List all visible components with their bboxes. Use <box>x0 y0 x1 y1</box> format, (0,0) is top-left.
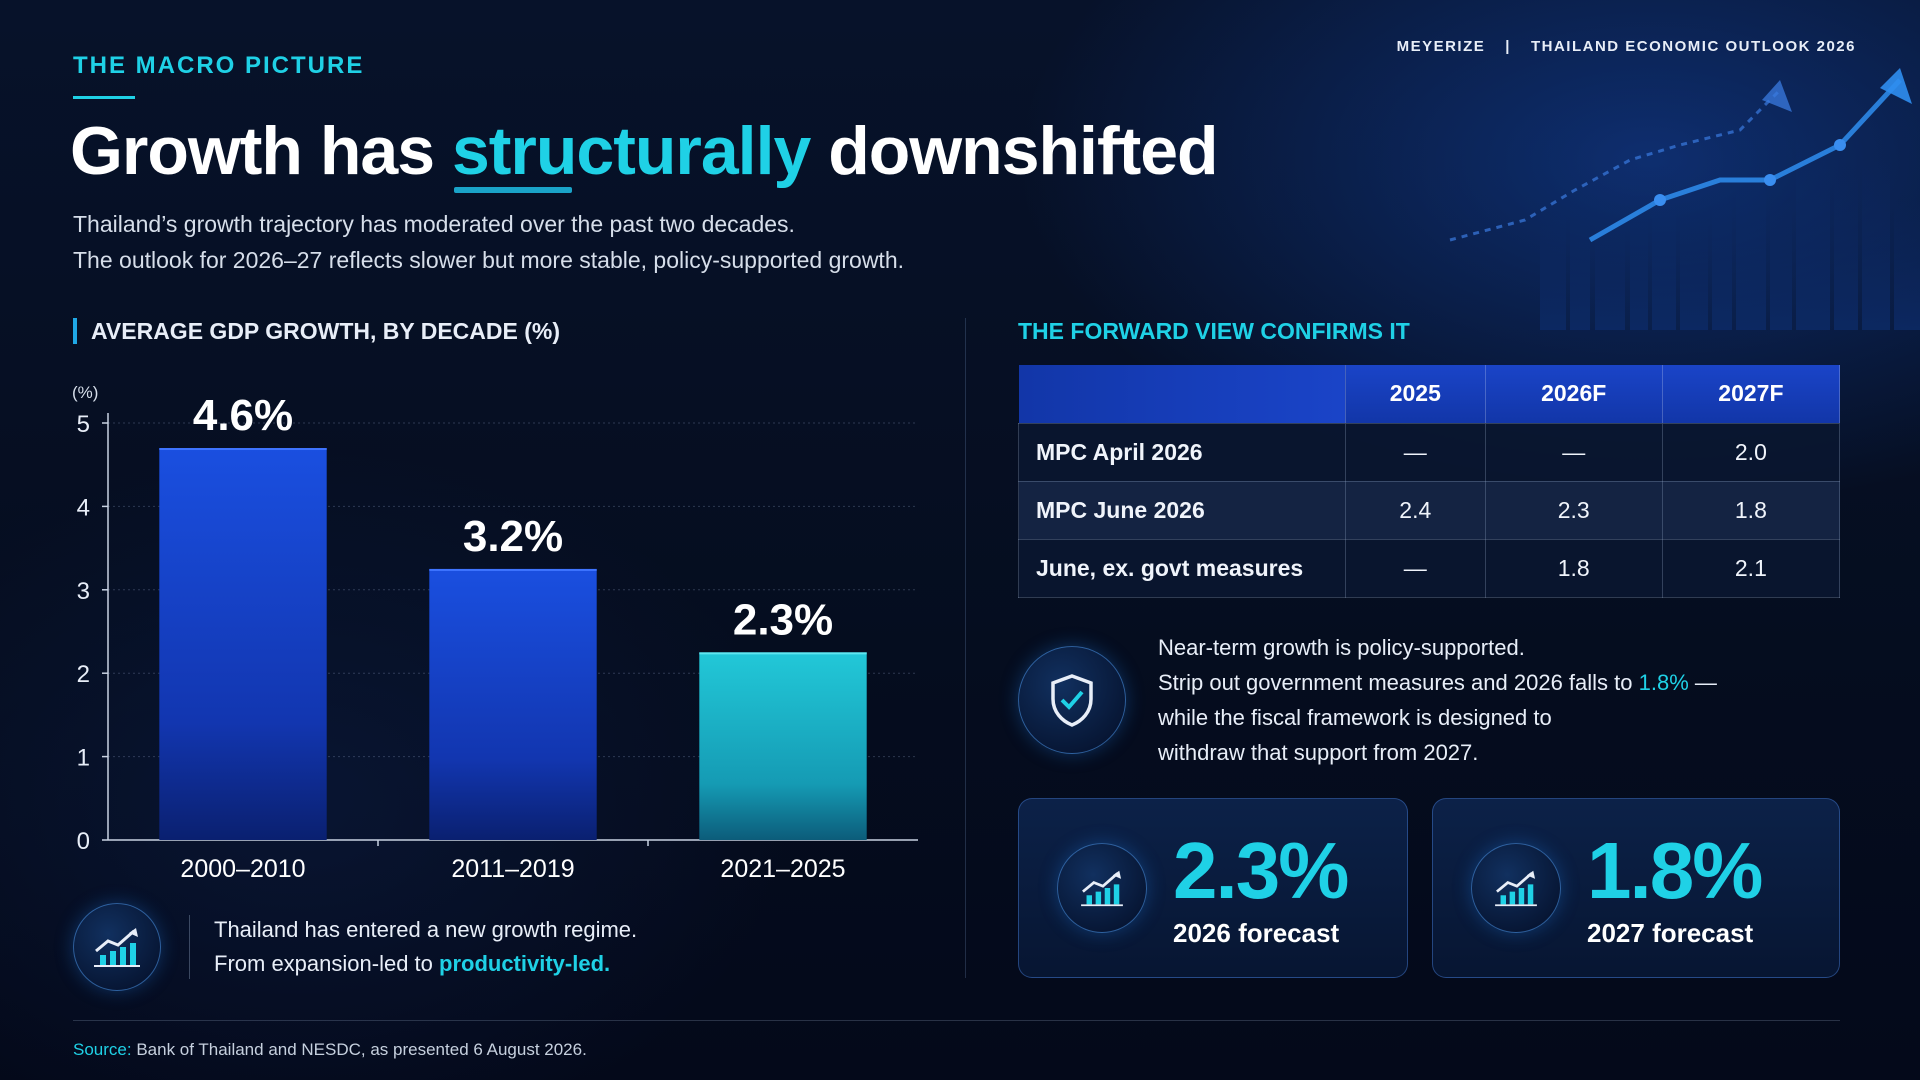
source-label: Source: <box>73 1040 132 1059</box>
bar-value-label: 2.3% <box>733 595 833 644</box>
forecast-table: 2025 2026F 2027F MPC April 2026 — — 2.0 … <box>1018 365 1841 598</box>
row-label: MPC April 2026 <box>1018 422 1346 482</box>
page-subtitle: Thailand’s growth trajectory has moderat… <box>73 206 1073 278</box>
subtitle-line-1: Thailand’s growth trajectory has moderat… <box>73 211 795 237</box>
forward-view-title: THE FORWARD VIEW CONFIRMS IT <box>1018 318 1410 344</box>
table-cell: 1.8 <box>1661 480 1841 540</box>
table-row: MPC April 2026 — — 2.0 <box>1018 422 1841 482</box>
bar-top-edge <box>699 652 867 655</box>
bar-2011–2019 <box>429 568 597 840</box>
table-header-blank <box>1018 365 1346 423</box>
policy-accent-value: 1.8% <box>1638 670 1689 695</box>
policy-line-3: while the fiscal framework is designed t… <box>1158 705 1552 730</box>
table-cell: 2.0 <box>1661 422 1841 482</box>
bar-value-label: 3.2% <box>463 512 563 561</box>
policy-text: Near-term growth is policy-supported. St… <box>1158 630 1717 770</box>
row-label: June, ex. govt measures <box>1018 538 1346 598</box>
report-title: THAILAND ECONOMIC OUTLOOK 2026 <box>1530 38 1856 55</box>
y-tick-label: 4 <box>77 494 90 521</box>
policy-line-2-suffix: — <box>1688 670 1717 695</box>
table-row: June, ex. govt measures — 1.8 2.1 <box>1018 538 1841 598</box>
bar-value-label: 4.6% <box>193 391 293 440</box>
y-tick-label: 5 <box>77 411 90 438</box>
policy-line-2-prefix: Strip out government measures and 2026 f… <box>1158 670 1639 695</box>
growth-chart-icon <box>1057 843 1147 933</box>
table-cell: — <box>1345 538 1486 598</box>
chart-title: AVERAGE GDP GROWTH, BY DECADE (%) <box>73 318 560 344</box>
table-cell: 2.3 <box>1484 480 1663 540</box>
policy-line-4: withdraw that support from 2027. <box>1158 740 1479 765</box>
table-cell: 2.4 <box>1345 480 1486 540</box>
table-cell: — <box>1345 422 1486 482</box>
regime-line-2: From expansion-led to productivity-led. <box>214 947 637 981</box>
y-axis-unit: (%) <box>72 383 98 402</box>
forecast-value: 2.3% <box>1173 825 1349 915</box>
regime-line-2-prefix: From expansion-led to <box>214 951 439 976</box>
column-divider <box>965 318 966 978</box>
regime-accent: productivity-led. <box>439 951 611 976</box>
title-after: downshifted <box>810 113 1218 189</box>
y-tick-label: 3 <box>77 578 90 605</box>
y-tick-label: 0 <box>77 828 90 855</box>
gdp-bar-chart: (%) 0 1 2 3 4 5 4.6% 2000–2010 3.2% 2011–2019 2.3… <box>72 383 918 883</box>
bar-2000–2010 <box>159 448 327 840</box>
section-eyebrow: THE MACRO PICTURE <box>73 52 365 79</box>
bar-2021–2025 <box>699 652 867 840</box>
forecast-value: 1.8% <box>1587 825 1763 915</box>
table-row: MPC June 2026 2.4 2.3 1.8 <box>1018 480 1841 540</box>
regime-separator <box>189 915 190 979</box>
title-before: Growth has <box>70 113 452 189</box>
eyebrow-underline <box>73 96 135 99</box>
policy-line-2: Strip out government measures and 2026 f… <box>1158 665 1717 700</box>
policy-note: Near-term growth is policy-supported. St… <box>1018 630 1838 770</box>
forecast-card-2026: 2.3% 2026 forecast <box>1018 798 1408 978</box>
table-header-2027f: 2027F <box>1662 365 1841 423</box>
x-category-label: 2021–2025 <box>720 855 845 883</box>
skyline-graphic <box>1449 68 1920 330</box>
x-category-label: 2000–2010 <box>180 855 305 883</box>
forecast-label: 2027 forecast <box>1587 917 1754 948</box>
table-cell: 1.8 <box>1484 538 1663 598</box>
table-header-2025: 2025 <box>1345 365 1486 423</box>
table-cell: — <box>1484 422 1663 482</box>
forecast-card-body: 1.8% 2027 forecast <box>1587 825 1763 949</box>
forecast-label: 2026 forecast <box>1173 917 1340 948</box>
forecast-card-2027: 1.8% 2027 forecast <box>1432 798 1840 978</box>
y-tick-label: 2 <box>77 661 90 688</box>
table-header-row: 2025 2026F 2027F <box>1018 365 1841 423</box>
source-note: Source: Bank of Thailand and NESDC, as p… <box>73 1040 587 1060</box>
x-category-label: 2011–2019 <box>451 855 574 883</box>
page-title: Growth has structurally downshifted <box>70 112 1219 190</box>
brand-name: MEYERIZE <box>1396 38 1486 55</box>
subtitle-line-2: The outlook for 2026–27 reflects slower … <box>73 247 904 273</box>
forecast-card-body: 2.3% 2026 forecast <box>1173 825 1349 949</box>
policy-line-1: Near-term growth is policy-supported. <box>1158 635 1525 660</box>
regime-text: Thailand has entered a new growth regime… <box>214 913 637 981</box>
bar-top-edge <box>159 448 327 451</box>
header-separator: | <box>1505 38 1511 55</box>
report-header: MEYERIZE | THAILAND ECONOMIC OUTLOOK 202… <box>1397 38 1856 55</box>
growth-chart-icon <box>73 903 161 991</box>
table-cell: 2.1 <box>1661 538 1841 598</box>
shield-check-icon <box>1018 646 1126 754</box>
footer-divider <box>73 1020 1840 1021</box>
bar-top-edge <box>429 568 597 571</box>
regime-line-1: Thailand has entered a new growth regime… <box>214 917 638 942</box>
regime-note: Thailand has entered a new growth regime… <box>73 902 893 992</box>
row-label: MPC June 2026 <box>1018 480 1346 540</box>
source-text: Bank of Thailand and NESDC, as presented… <box>131 1040 587 1059</box>
y-tick-label: 1 <box>77 745 90 772</box>
title-highlight: structurally <box>451 113 811 189</box>
table-header-2026f: 2026F <box>1485 365 1663 423</box>
growth-chart-icon <box>1471 843 1561 933</box>
